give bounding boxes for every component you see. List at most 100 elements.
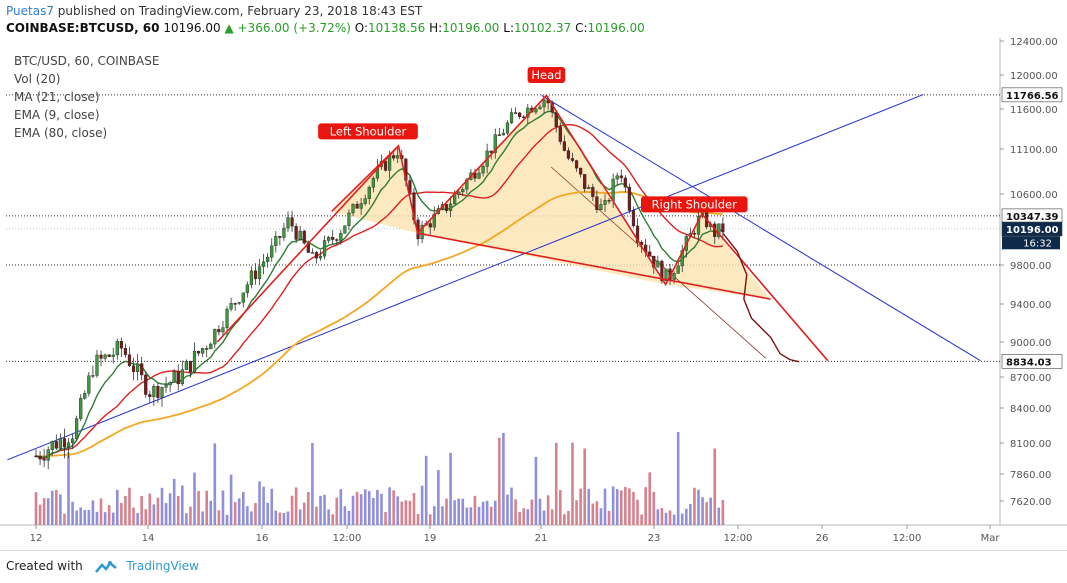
volume-bar	[469, 507, 473, 525]
candle-body	[461, 188, 465, 193]
candle-body	[95, 354, 99, 376]
volume-bar	[120, 502, 123, 525]
volume-bar	[668, 510, 672, 525]
legend-ema9[interactable]: EMA (9, close)	[14, 108, 100, 122]
candle-body	[583, 174, 587, 189]
candle-body	[123, 348, 128, 355]
candle-body	[343, 225, 347, 234]
volume-bar	[583, 448, 586, 525]
volume-bar	[615, 489, 619, 525]
tradingview-brand-link[interactable]: TradingView	[126, 559, 199, 573]
volume-bar	[518, 511, 521, 525]
volume-bar	[502, 432, 505, 525]
candle-body	[420, 224, 424, 240]
volume-bar	[229, 474, 233, 525]
legend-vol[interactable]: Vol (20)	[14, 72, 61, 86]
candle-body	[371, 178, 375, 188]
candle-body	[83, 393, 87, 399]
volume-bar	[237, 498, 241, 525]
candle-body	[266, 256, 270, 262]
volume-bar	[75, 510, 78, 525]
candle-body	[196, 351, 201, 354]
volume-bar	[542, 510, 546, 525]
volume-bar	[396, 496, 400, 525]
candle-body	[477, 172, 481, 179]
x-tick-label: 12:00	[724, 533, 753, 544]
volume-bar	[611, 486, 615, 525]
annotation-label: Head	[531, 68, 561, 82]
candle-body	[457, 191, 461, 195]
volume-bar	[380, 493, 383, 525]
volume-bar	[335, 497, 339, 525]
price-change: +366.00 (+3.72%)	[237, 21, 351, 35]
volume-bar	[197, 491, 200, 525]
candle-body	[168, 382, 172, 386]
volume-bar	[205, 490, 209, 525]
volume-bar	[457, 498, 460, 525]
candle-body	[144, 374, 148, 395]
candle-body	[656, 260, 660, 268]
candle-body	[136, 363, 140, 372]
candle-body	[595, 196, 599, 210]
volume-bar	[595, 501, 599, 525]
candle-body	[42, 458, 46, 461]
candle-body	[579, 167, 583, 175]
price-level-tag	[1001, 87, 1063, 103]
volume-bar	[319, 495, 322, 525]
volume-bar	[567, 510, 570, 525]
candle-body	[91, 375, 95, 377]
candle-body	[347, 212, 351, 226]
volume-bar	[298, 509, 302, 525]
volume-bar	[506, 494, 509, 525]
open-value: 10138.56	[368, 21, 426, 35]
author-link[interactable]: Puetas7	[6, 4, 54, 18]
publish-line: Puetas7 published on TradingView.com, Fe…	[6, 4, 422, 18]
candle-body	[140, 363, 144, 376]
volume-bar	[664, 512, 668, 525]
volume-bar	[144, 509, 148, 525]
volume-bar	[311, 443, 314, 525]
last-price: 10196.00	[163, 21, 221, 35]
published-text: published on TradingView.com, February 2…	[57, 4, 423, 18]
candle-body	[335, 239, 339, 241]
x-tick-label: 19	[424, 533, 437, 544]
volume-bar	[351, 495, 355, 525]
volume-bar	[522, 508, 526, 525]
candle-body	[34, 455, 38, 458]
volume-bar	[656, 509, 660, 525]
volume-bar	[493, 500, 497, 525]
volume-bar	[315, 506, 318, 525]
volume-bar	[461, 498, 465, 525]
legend-ema80[interactable]: EMA (80, close)	[14, 126, 108, 140]
x-tick-label: 14	[142, 533, 155, 544]
low-value: 10102.37	[514, 21, 572, 35]
candle-body	[253, 270, 258, 280]
candle-body	[692, 233, 697, 235]
volume-bar	[559, 490, 562, 525]
volume-bar	[307, 492, 310, 525]
candle-body	[453, 194, 457, 205]
volume-bar	[579, 488, 582, 525]
annotation-badge	[318, 123, 418, 140]
candle-body	[432, 213, 436, 228]
volume-bar	[124, 496, 127, 525]
y-tick-label: 12000.00	[1010, 71, 1058, 82]
candle-body	[509, 112, 514, 124]
volume-bar	[481, 501, 485, 525]
volume-bar	[331, 514, 334, 525]
candle-body	[574, 160, 579, 169]
price-chart[interactable]: 12400.00 12000.00 11600.00 11100.00 10600.00…	[0, 38, 1067, 550]
candle-body	[274, 236, 278, 246]
candle-body	[587, 187, 591, 189]
candle-body	[282, 227, 286, 238]
candle-body	[107, 354, 111, 357]
candle-body	[367, 187, 371, 199]
volume-bar	[644, 487, 647, 525]
legend-ma[interactable]: MA (21, close)	[14, 90, 100, 104]
volume-bar	[400, 501, 404, 525]
volume-bar	[367, 491, 371, 525]
volume-bar	[388, 487, 391, 525]
y-tick-label: 11100.00	[1010, 145, 1058, 156]
candle-body	[652, 255, 656, 268]
y-tick-label: 12400.00	[1010, 38, 1058, 48]
